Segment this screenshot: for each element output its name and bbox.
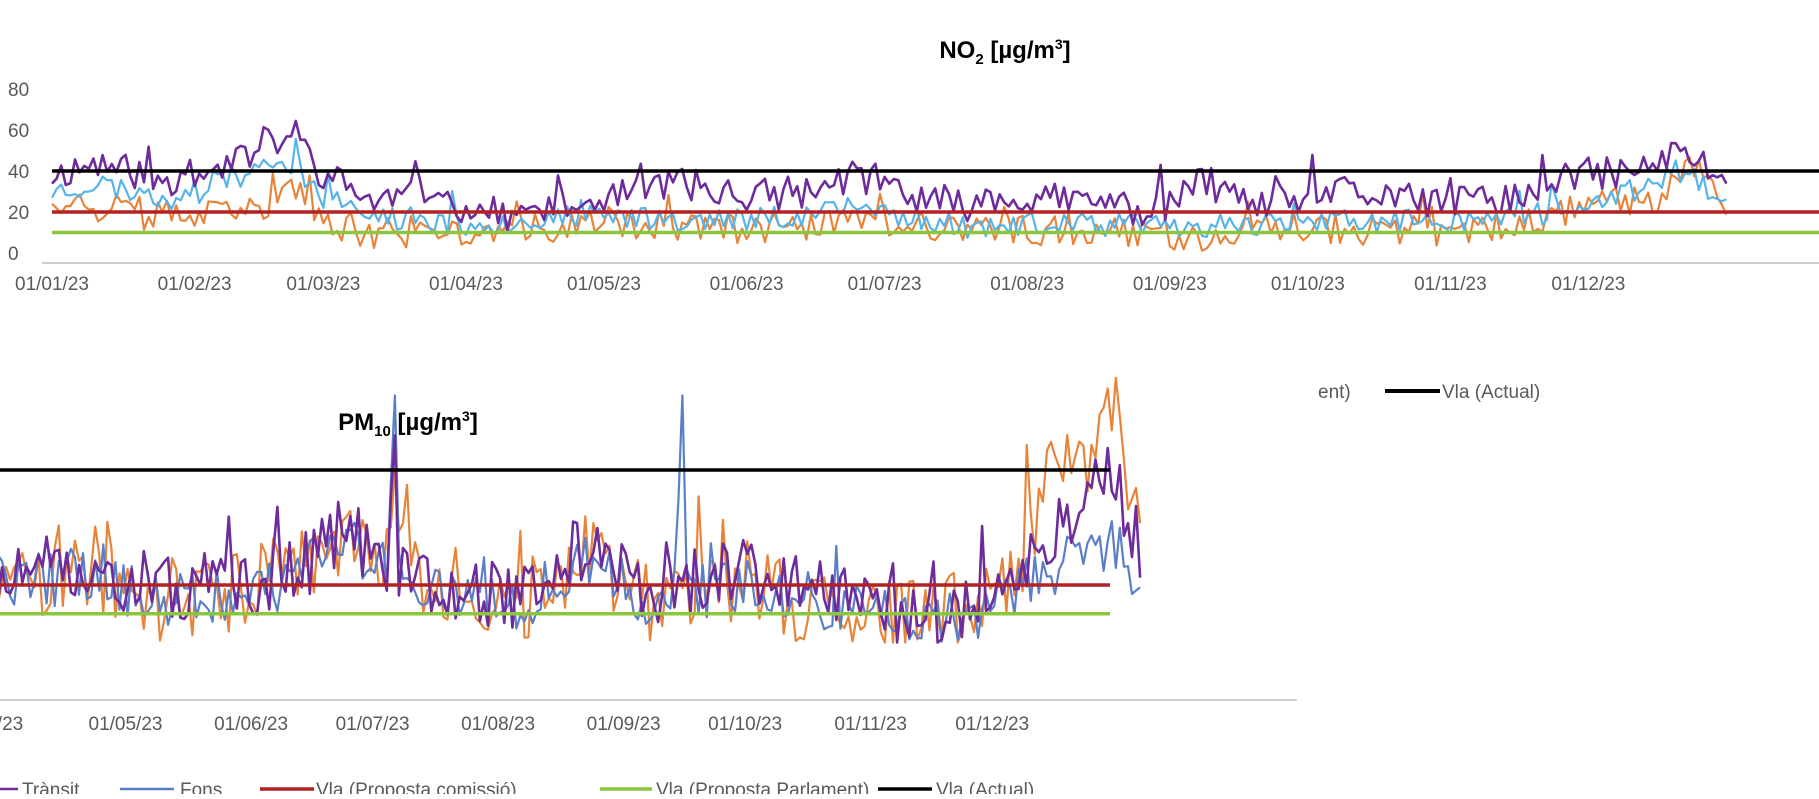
pm10-reference-lines xyxy=(0,468,1110,616)
pm10-x-tick-label: 01/07/23 xyxy=(336,714,410,735)
no2-y-tick-label: 20 xyxy=(8,203,29,224)
no2-y-tick-label: 40 xyxy=(8,162,29,183)
legend-transit-label: Trànsit xyxy=(22,780,80,794)
legend-vla-actual-label-top: Vla (Actual) xyxy=(1442,382,1540,403)
no2-x-tick-label: 01/03/23 xyxy=(286,274,360,295)
no2-x-tick-label: 01/10/23 xyxy=(1271,274,1345,295)
no2-reference-lines xyxy=(52,169,1819,235)
pm10-chart: PM10 [µg/m3] /23 01/05/23 01/06/23 01/07/23… xyxy=(0,372,1302,794)
no2-series-group xyxy=(51,119,1728,252)
pm10-x-tick-label: 01/08/23 xyxy=(461,714,535,735)
no2-x-tick-label: 01/07/23 xyxy=(848,274,922,295)
no2-x-tick-label: 01/04/23 xyxy=(429,274,503,295)
no2-x-tick-label: 01/05/23 xyxy=(567,274,641,295)
no2-series-fons xyxy=(51,137,1727,239)
legend-vla-comissio-label: Vla (Proposta comissió) xyxy=(316,780,517,794)
no2-x-tick-label: 01/11/23 xyxy=(1414,274,1487,295)
no2-y-tick-label: 80 xyxy=(8,80,29,101)
pm10-x-tick-label: 01/11/23 xyxy=(834,714,907,735)
no2-y-axis: 0 20 40 60 80 xyxy=(8,80,29,265)
pm10-title: PM10 [µg/m3] xyxy=(338,408,478,440)
legend-vla-parlament-label: Vla (Proposta Parlament) xyxy=(656,780,869,794)
pm10-x-axis: /23 01/05/23 01/06/23 01/07/23 01/08/23 01/09… xyxy=(0,714,1029,735)
no2-y-tick-label: 60 xyxy=(8,121,29,142)
pm10-series-urba xyxy=(0,376,1142,644)
no2-x-tick-label: 01/09/23 xyxy=(1133,274,1207,295)
pm10-x-tick-label: /23 xyxy=(0,714,23,735)
no2-x-tick-label: 01/12/23 xyxy=(1551,274,1625,295)
pm10-series-fons-pm xyxy=(0,394,1141,643)
no2-x-tick-label: 01/06/23 xyxy=(710,274,784,295)
no2-y-tick-label: 0 xyxy=(8,244,19,265)
no2-legend: ent) Vla (Actual) xyxy=(1318,382,1540,403)
pm10-x-tick-label: 01/12/23 xyxy=(955,714,1029,735)
legend-partial-label: ent) xyxy=(1318,382,1351,403)
no2-x-tick-label: 01/02/23 xyxy=(158,274,232,295)
no2-series-transit xyxy=(51,119,1728,233)
legend-vla-actual-label: Vla (Actual) xyxy=(936,780,1034,794)
no2-title: NO2 [µg/m3] xyxy=(939,36,1070,68)
pm10-x-tick-label: 01/10/23 xyxy=(708,714,782,735)
pm10-x-tick-label: 01/06/23 xyxy=(214,714,288,735)
no2-x-axis: 01/01/23 01/02/23 01/03/23 01/04/23 01/05/23… xyxy=(15,274,1625,295)
no2-x-tick-label: 01/01/23 xyxy=(15,274,89,295)
legend-fons-label: Fons xyxy=(180,780,222,794)
pm10-x-tick-label: 01/05/23 xyxy=(89,714,163,735)
no2-x-tick-label: 01/08/23 xyxy=(990,274,1064,295)
pm10-x-tick-label: 01/09/23 xyxy=(587,714,661,735)
